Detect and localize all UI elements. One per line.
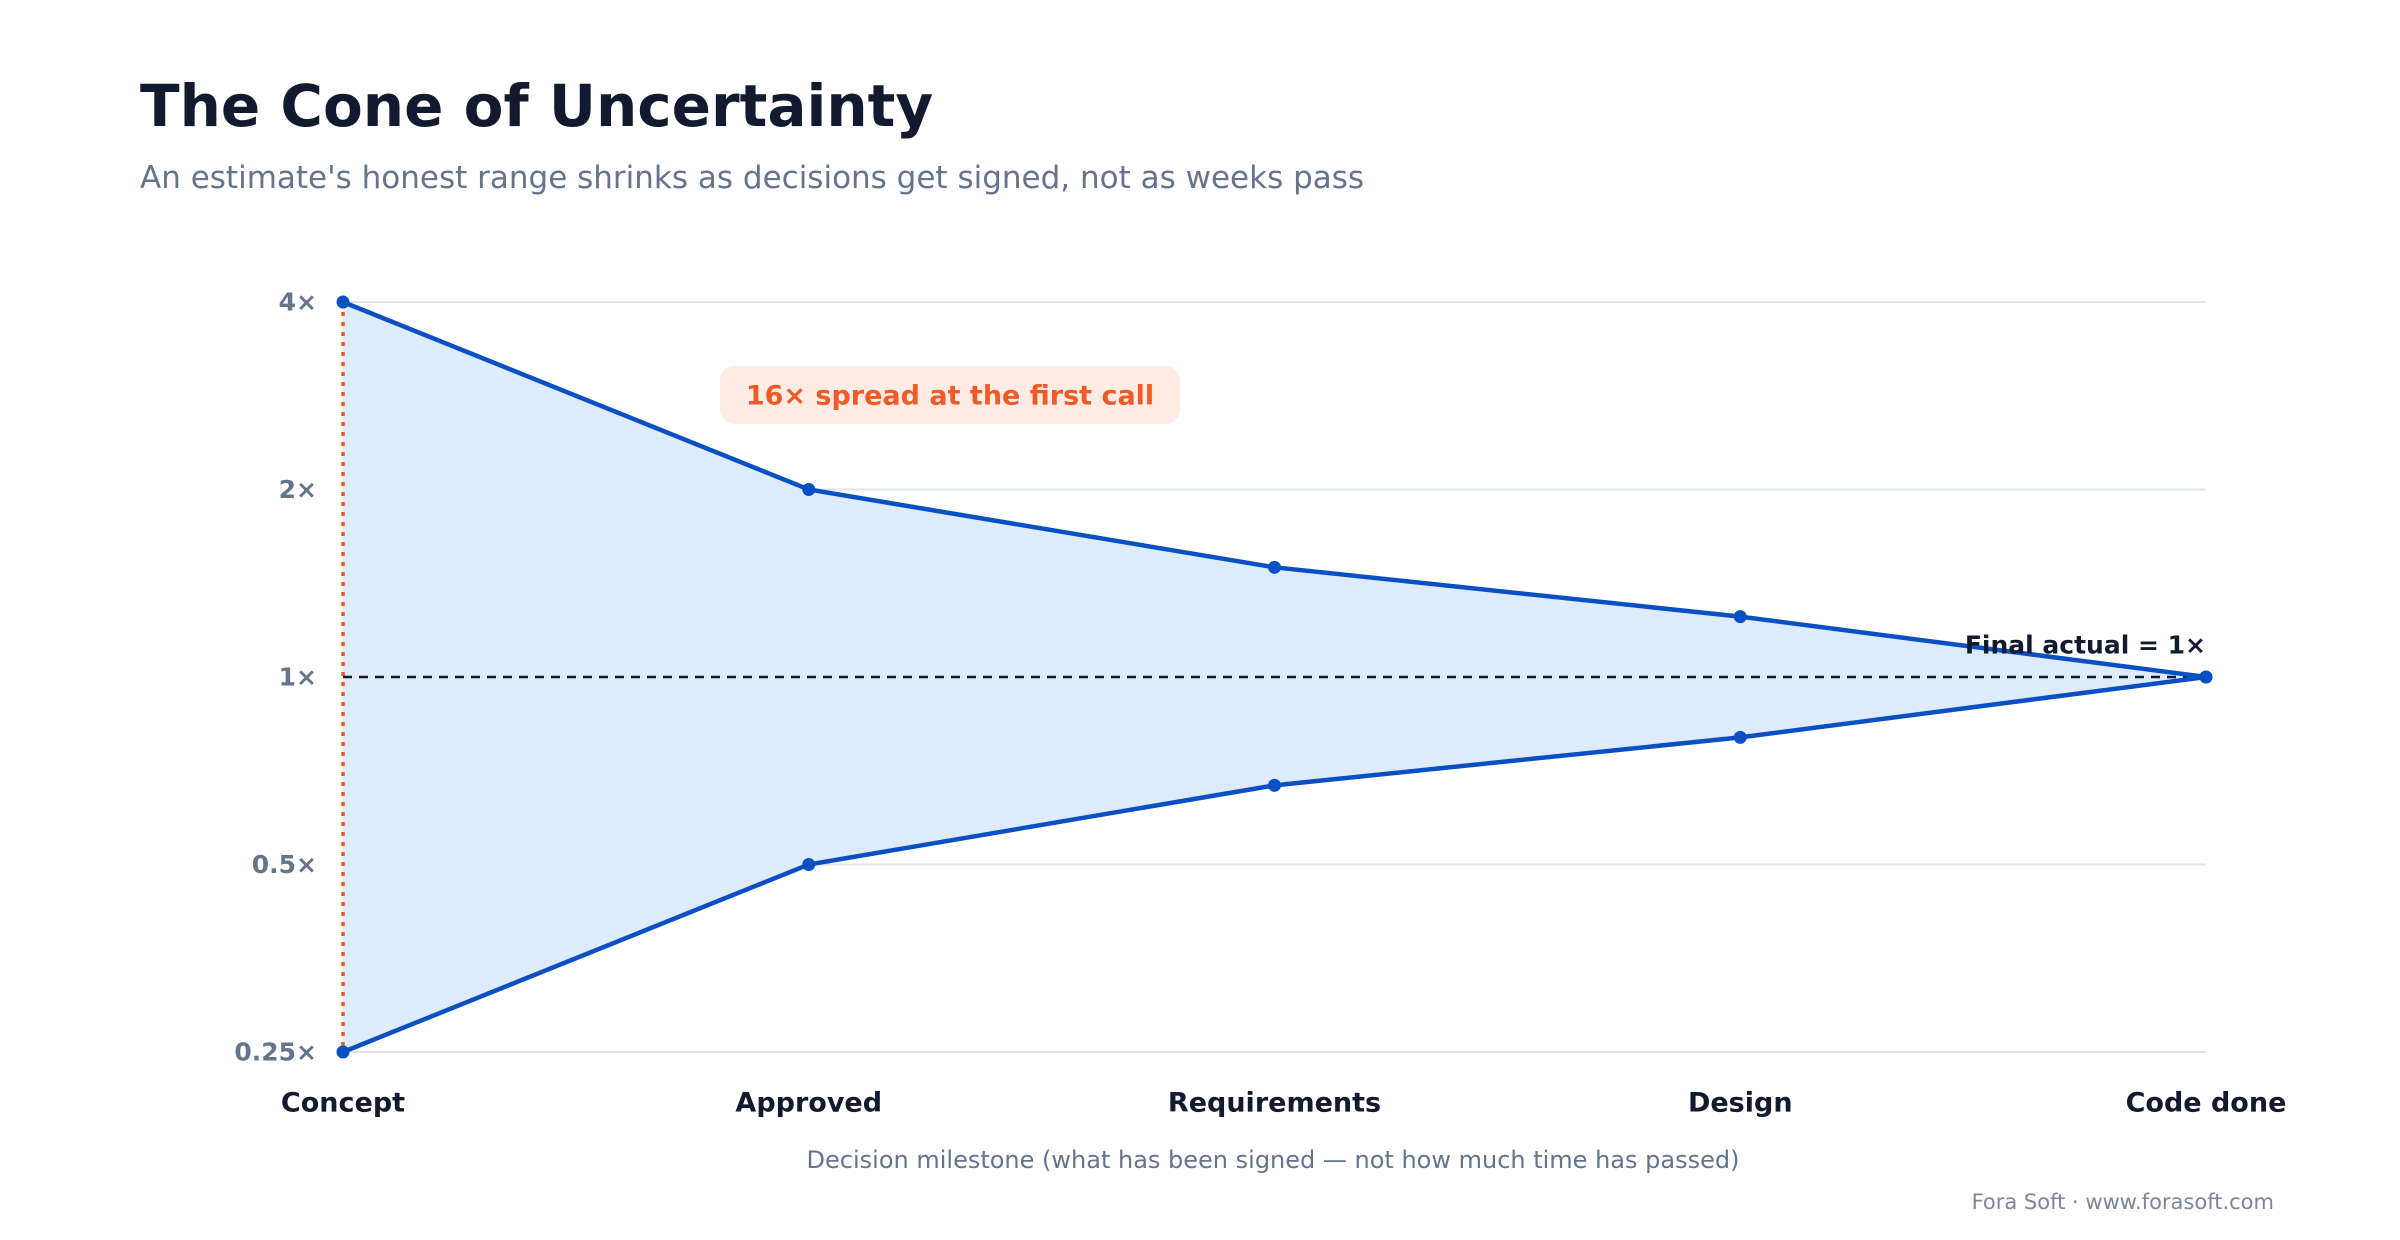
upper-bound-point [1733,610,1747,624]
lower-bound-point [802,858,816,871]
y-tick-label: 2× [279,475,317,504]
x-tick-labels: Concept Approved Requirements Design Code do… [281,1088,2286,1119]
lower-bound-point [2199,670,2213,684]
chart-subtitle: An estimate's honest range shrinks as de… [140,160,1365,196]
footer-credit: Fora Soft · www.forasoft.com [1971,1190,2274,1214]
lower-bound-point [1268,778,1281,792]
x-tick-label: Code done [2126,1088,2287,1119]
y-tick-label: 4× [279,288,317,317]
x-tick-label: Approved [735,1088,882,1119]
upper-bound-point [336,295,350,309]
y-tick-label: 0.5× [252,850,317,879]
y-tick-label: 1× [279,663,317,692]
x-tick-label: Concept [281,1088,405,1119]
y-tick-labels: 4× 2× 1× 0.5× 0.25× [234,288,317,1067]
annotation-background [720,366,1180,424]
lower-bound-point [1733,730,1747,744]
x-tick-label: Design [1688,1088,1793,1119]
chart-title: The Cone of Uncertainty [140,72,934,140]
annotation-text: 16× spread at the first call [746,381,1154,412]
x-tick-label: Requirements [1168,1088,1381,1119]
upper-bound-point [802,483,816,496]
reference-line-label: Final actual = 1× [1965,631,2206,660]
x-axis-title: Decision milestone (what has been signed… [807,1146,1740,1174]
spread-annotation: 16× spread at the first call [720,366,1180,424]
y-tick-label: 0.25× [234,1038,317,1067]
lower-bound-point [336,1045,350,1059]
data-points [336,295,2213,1059]
upper-bound-point [1268,560,1281,574]
